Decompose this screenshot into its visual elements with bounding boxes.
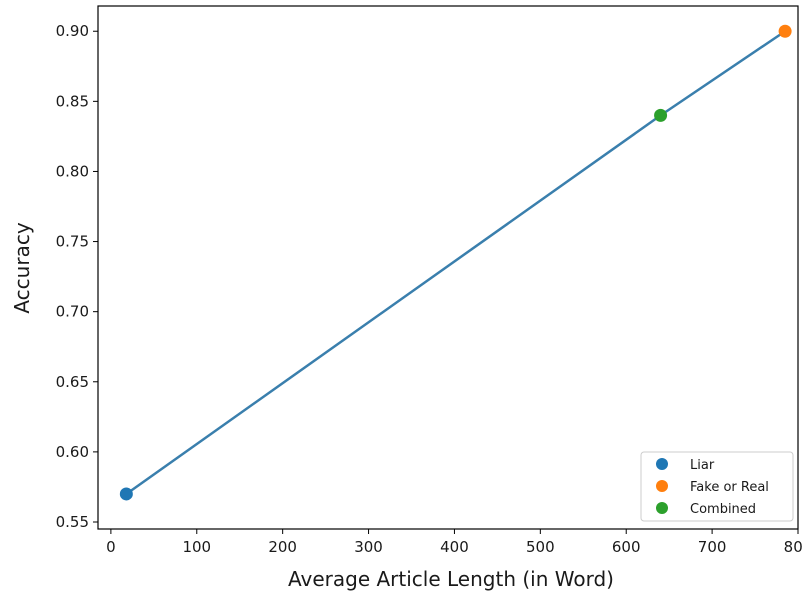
data-point	[119, 487, 133, 501]
x-tick-label: 500	[526, 538, 555, 556]
y-tick-label: 0.85	[56, 92, 89, 110]
y-axis-ticks: 0.55 0.60 0.65 0.70 0.75 0.80 0.85 0.90	[56, 22, 98, 531]
x-tick-label: 400	[440, 538, 469, 556]
y-tick-label: 0.55	[56, 513, 89, 531]
y-tick-label: 0.70	[56, 303, 89, 321]
x-tick-label: 100	[182, 538, 211, 556]
legend-marker	[656, 458, 668, 470]
data-points	[119, 24, 792, 501]
legend-label: Liar	[690, 458, 715, 473]
x-tick-label: 200	[268, 538, 297, 556]
y-tick-label: 0.65	[56, 373, 89, 391]
legend-label: Fake or Real	[690, 480, 769, 495]
y-tick-label: 0.80	[56, 162, 89, 180]
x-axis-ticks: 0 100 200 300 400 500 600 700 800	[106, 529, 802, 556]
data-point	[778, 24, 792, 38]
y-tick-label: 0.60	[56, 443, 89, 461]
y-tick-label: 0.75	[56, 233, 89, 251]
x-tick-label: 600	[612, 538, 641, 556]
x-axis-label: Average Article Length (in Word)	[288, 567, 614, 591]
x-tick-label: 0	[106, 538, 116, 556]
y-axis-label: Accuracy	[10, 222, 34, 313]
legend: Liar Fake or Real Combined	[640, 451, 794, 522]
x-tick-label: 700	[698, 538, 727, 556]
data-point	[654, 108, 668, 122]
x-tick-label: 300	[354, 538, 383, 556]
y-tick-label: 0.90	[56, 22, 89, 40]
x-tick-label: 800	[784, 538, 802, 556]
legend-marker	[656, 502, 668, 514]
legend-marker	[656, 480, 668, 492]
legend-label: Combined	[690, 502, 756, 517]
legend-box	[640, 451, 794, 522]
